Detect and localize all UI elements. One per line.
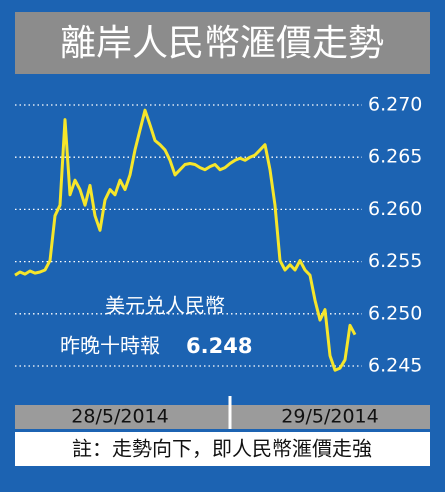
chart-title: 離岸人民幣滙價走勢 — [60, 23, 384, 64]
line — [14, 108, 357, 372]
note-box — [15, 432, 430, 466]
annotation: 美元兑人民幣 — [105, 294, 225, 318]
annotation: 6.248 — [186, 334, 252, 358]
y-tick-label: 6.245 — [368, 355, 422, 377]
note: 註：走勢向下，即人民幣滙價走強 — [72, 437, 372, 461]
annotation: 昨晚十時報 — [60, 334, 160, 358]
date-label: 29/5/2014 — [281, 406, 378, 428]
y-tick-label: 6.265 — [368, 146, 422, 168]
y-tick-label: 6.260 — [368, 198, 422, 220]
title-box — [15, 12, 430, 74]
date-bar — [15, 405, 430, 429]
y-tick-label: 6.250 — [368, 302, 422, 324]
y-tick-label: 6.255 — [368, 250, 422, 272]
date-label: 28/5/2014 — [71, 406, 168, 428]
y-tick-label: 6.270 — [368, 93, 422, 115]
